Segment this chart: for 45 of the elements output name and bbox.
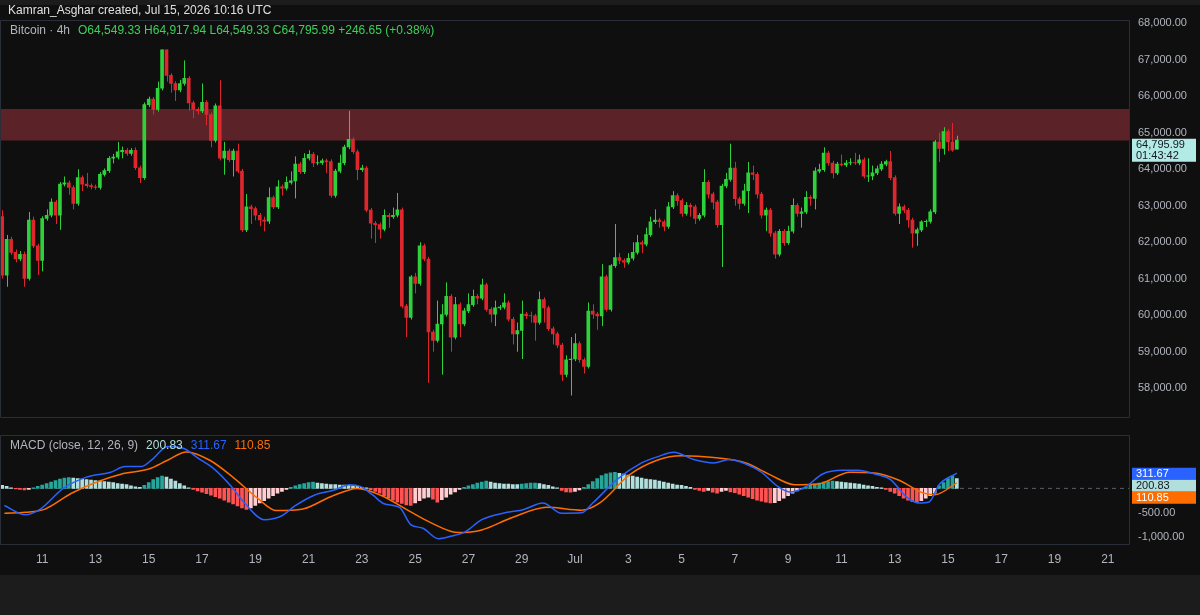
x-tick-label: 9 [784, 552, 792, 567]
annotation: 311.67 [190, 438, 227, 452]
x-tick-label: 13 [888, 552, 902, 567]
text: Kamran_Asghar created, Jul 15, 2026 10:16 UTC [8, 3, 272, 17]
text: 200.83 [1136, 478, 1170, 491]
text: 311.67 [1136, 466, 1169, 479]
y-tick-label: 59,000.00 [1138, 344, 1187, 357]
annotation: 200.83 [146, 438, 183, 452]
x-tick-label: Jul [567, 552, 583, 567]
annotation: 110.85 [234, 438, 271, 452]
x-tick-label: 11 [35, 552, 49, 567]
y-tick-label: 62,000.00 [1138, 235, 1187, 248]
y-tick-label: -500.00 [1138, 505, 1176, 518]
x-tick-label: 7 [731, 552, 739, 567]
chart-subtitle: O64,549.33 H64,917.94 L64,549.33 C64,795.99 +246.65 (+0.38%) [78, 23, 435, 37]
y-tick-label: 68,000.00 [1138, 16, 1187, 29]
y-tick-label: -1,000.00 [1138, 530, 1185, 543]
y-tick-label: 67,000.00 [1138, 52, 1187, 65]
chart-title: Bitcoin · 4h [10, 23, 71, 37]
y-tick-label: 66,000.00 [1138, 89, 1187, 102]
x-tick-label: 25 [408, 552, 423, 567]
text: 110.85 [1136, 490, 1169, 503]
x-tick-label: 19 [1047, 552, 1062, 567]
x-tick-label: 29 [515, 552, 529, 567]
x-tick-label: 23 [355, 552, 369, 567]
x-tick-label: 21 [301, 552, 316, 567]
chart-title: MACD (close, 12, 26, 9) [10, 438, 139, 452]
y-tick-label: 61,000.00 [1138, 271, 1187, 284]
y-tick-label: 60,000.00 [1138, 308, 1187, 321]
x-tick-label: 13 [88, 552, 103, 567]
x-tick-label: 17 [994, 552, 1009, 567]
x-tick-label: 3 [624, 552, 632, 567]
x-tick-label: 17 [195, 552, 210, 567]
x-tick-label: 21 [1101, 552, 1115, 567]
x-tick-label: 5 [678, 552, 686, 567]
x-tick-label: 19 [248, 552, 263, 567]
y-tick-label: 64,000.00 [1138, 162, 1187, 175]
y-tick-label: 63,000.00 [1138, 198, 1187, 211]
x-tick-label: 15 [941, 552, 955, 567]
x-tick-label: 15 [142, 552, 156, 567]
x-tick-label: 27 [461, 552, 476, 567]
y-tick-label: 65,000.00 [1138, 125, 1187, 138]
text: 64,795.99 [1136, 137, 1185, 150]
y-tick-label: 58,000.00 [1138, 381, 1187, 394]
x-tick-label: 11 [835, 552, 848, 567]
